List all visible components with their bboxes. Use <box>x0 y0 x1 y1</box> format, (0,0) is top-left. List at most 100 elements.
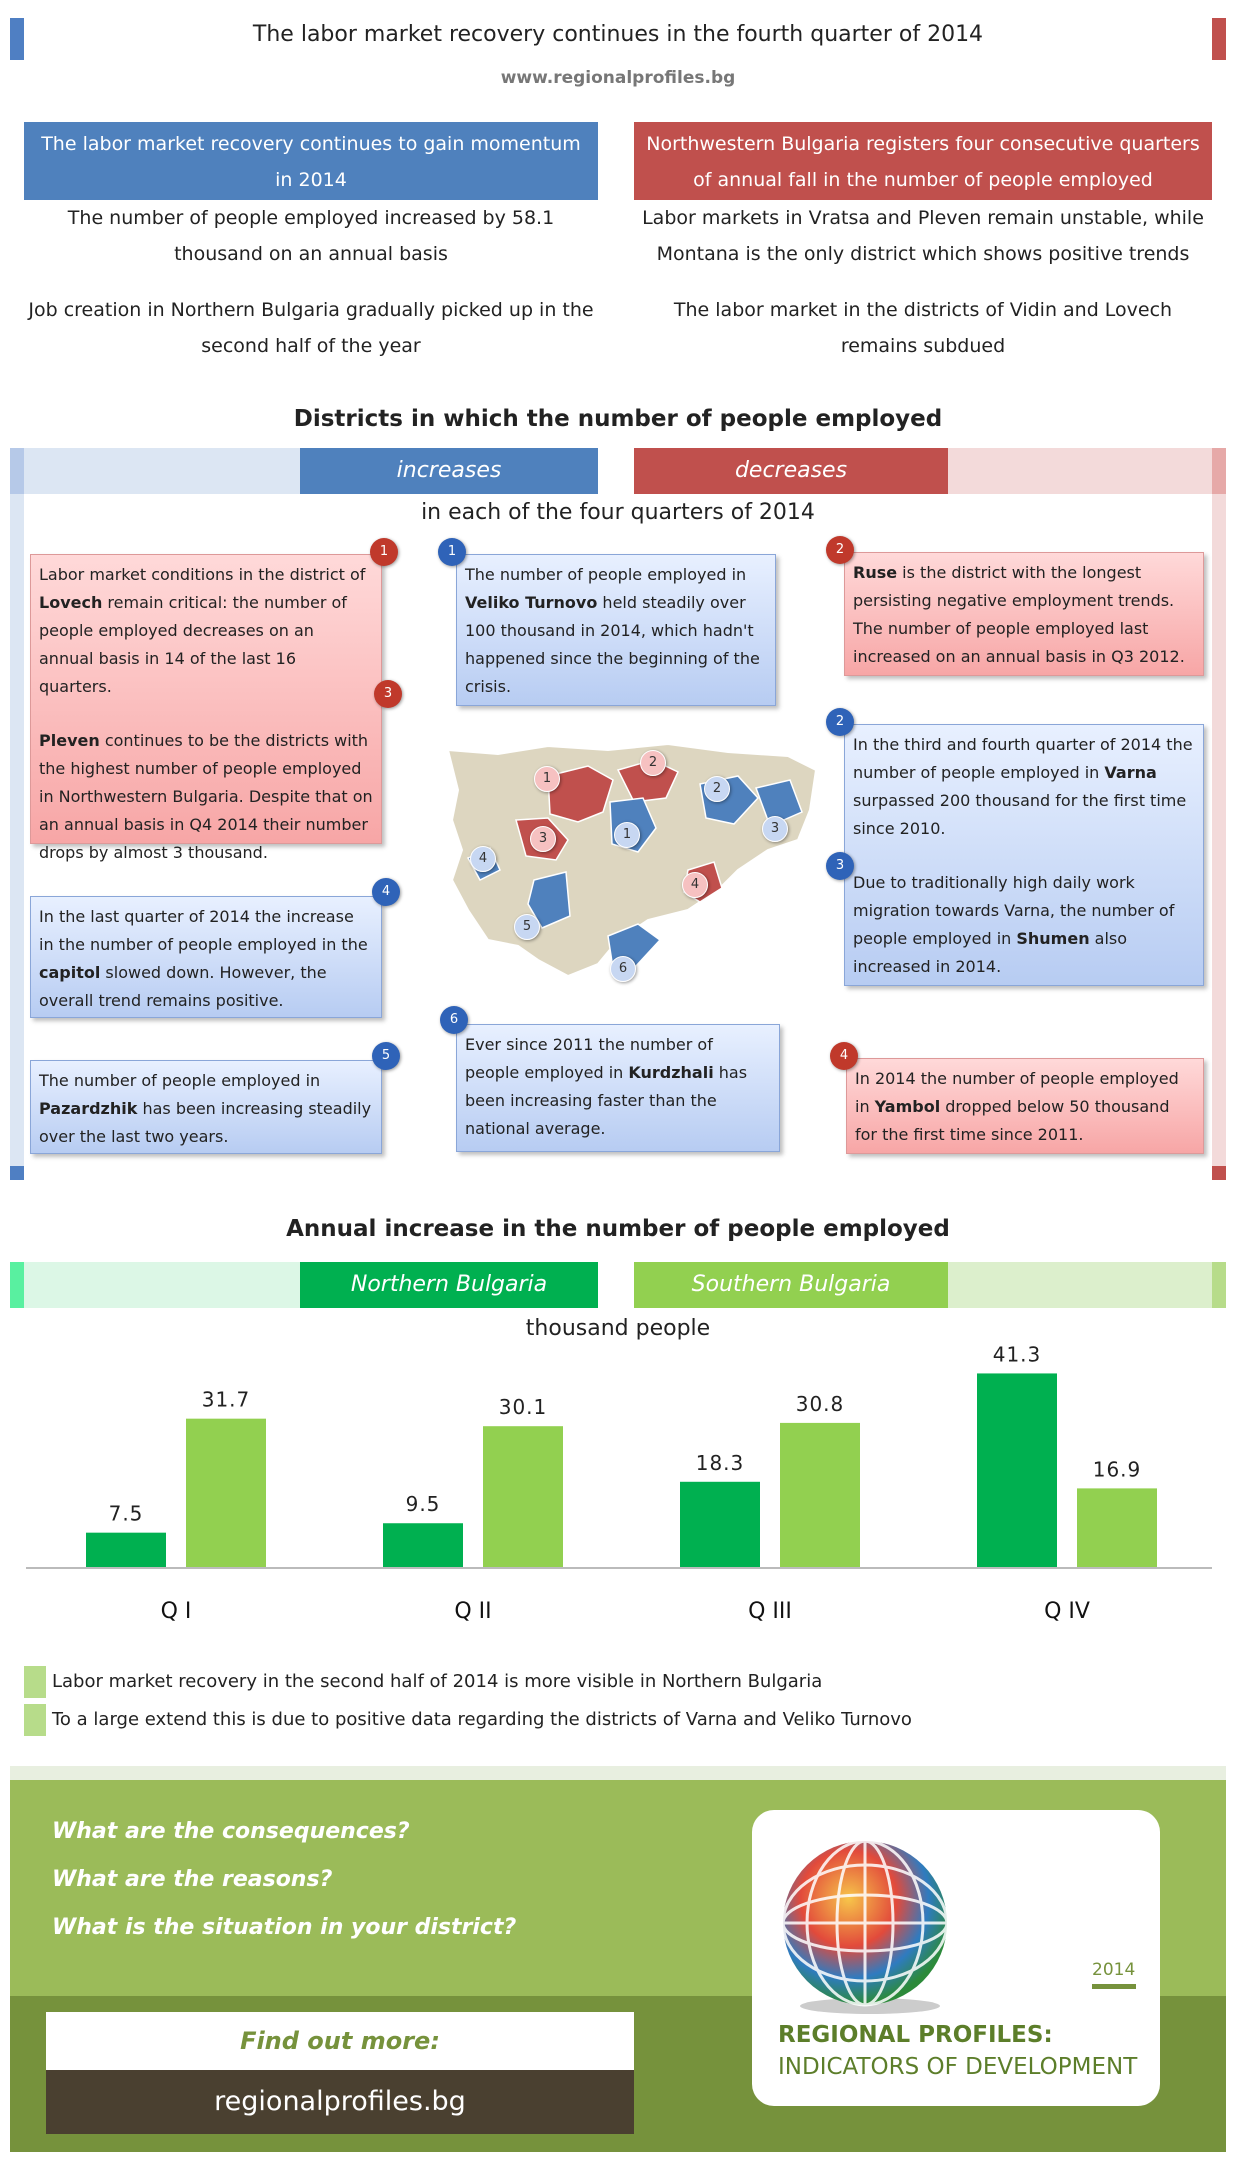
blue-tab-edge <box>10 448 24 494</box>
note-bullet <box>24 1666 46 1698</box>
note-text: To a large extend this is due to positiv… <box>52 1709 912 1730</box>
page-title: The labor market recovery continues in t… <box>252 22 984 47</box>
district-name: Yambol <box>874 1097 941 1116</box>
increases-tab: increases <box>300 448 598 494</box>
district-name: Shumen <box>1016 929 1090 948</box>
category-label: Q II <box>454 1599 491 1624</box>
district-name: Pazardzhik <box>39 1099 138 1118</box>
ruse-card: Ruse is the district with the longest pe… <box>844 552 1204 676</box>
badge-blue: 1 <box>438 538 466 566</box>
header-url[interactable]: www.regionalprofiles.bg <box>500 68 736 88</box>
chart-title: Annual increase in the number of people … <box>286 1216 950 1242</box>
category-label: Q I <box>161 1599 192 1624</box>
bar-chart: 7.5 31.7 Q I 9.5 30.1 Q II 18.3 30.8 Q III 41.3 16… <box>26 1342 1212 1624</box>
data-label: 30.8 <box>796 1392 845 1416</box>
chart-unit-label: thousand people <box>525 1316 711 1341</box>
badge-red: 3 <box>374 680 402 708</box>
logo-card: 2014 REGIONAL PROFILES: INDICATORS OF DE… <box>752 1810 1160 2106</box>
right-summary-point: The labor market in the districts of Vid… <box>673 299 1173 357</box>
south-tab-edge <box>1212 1262 1226 1308</box>
map-badge-blue: 4 <box>470 846 496 872</box>
district-name: Varna <box>1104 763 1157 782</box>
data-label: 9.5 <box>406 1492 441 1516</box>
south-tab-light <box>948 1262 1212 1308</box>
left-summary-banner: The labor market recovery continues to g… <box>24 122 598 200</box>
badge-blue: 5 <box>372 1042 400 1070</box>
bar-north <box>86 1532 166 1568</box>
map-district-pazardzhik <box>527 871 571 929</box>
map-district-kurdzhali <box>607 923 662 967</box>
district-name: Kurdzhali <box>628 1063 714 1082</box>
map-badge-red: 4 <box>682 872 708 898</box>
bar-north <box>977 1373 1057 1568</box>
lovech-pleven-card: Labor market conditions in the district … <box>30 554 382 862</box>
note-text: Labor market recovery in the second half… <box>52 1671 823 1692</box>
bar-south <box>1077 1488 1157 1568</box>
badge-red: 1 <box>370 538 398 566</box>
bar-north <box>680 1481 760 1568</box>
right-summary-point: Labor markets in Vratsa and Pleven remai… <box>642 207 1204 265</box>
district-name: Ruse <box>853 563 898 582</box>
badge-red: 4 <box>830 1042 858 1070</box>
footer-link[interactable]: regionalprofiles.bg <box>46 2070 634 2134</box>
district-name: capitol <box>39 963 101 982</box>
data-label: 30.1 <box>499 1395 548 1419</box>
logo-year-underline <box>1092 1984 1136 1989</box>
red-tab-light <box>948 448 1212 494</box>
capitol-card: In the last quarter of 2014 the increase… <box>30 896 382 1018</box>
data-label: 31.7 <box>202 1388 251 1412</box>
footer-question: What are the reasons? <box>52 1867 333 1892</box>
logo-subtitle: INDICATORS OF DEVELOPMENT <box>778 2054 1138 2080</box>
kurdzhali-card: Ever since 2011 the number of people emp… <box>456 1024 780 1152</box>
category-label: Q IV <box>1044 1599 1090 1624</box>
data-label: 18.3 <box>696 1451 745 1475</box>
footer-question: What is the situation in your district? <box>52 1915 517 1940</box>
right-rail-end <box>1212 1166 1226 1180</box>
badge-blue: 3 <box>826 852 854 880</box>
decreases-tab: decreases <box>634 448 948 494</box>
right-summary-banner: Northwestern Bulgaria registers four con… <box>634 122 1212 200</box>
left-summary-point: Job creation in Northern Bulgaria gradua… <box>28 299 594 357</box>
south-legend-tab: Southern Bulgaria <box>634 1262 948 1308</box>
left-rail-end <box>10 1166 24 1180</box>
north-tab-edge <box>10 1262 24 1308</box>
bar-south <box>483 1426 563 1568</box>
map-badge-red: 2 <box>640 750 666 776</box>
left-side-rail <box>10 494 24 1166</box>
districts-title: Districts in which the number of people … <box>293 406 943 432</box>
map-badge-blue: 3 <box>762 816 788 842</box>
red-tab-edge <box>1212 448 1226 494</box>
map-badge-blue: 1 <box>614 822 640 848</box>
map-badge-blue: 2 <box>704 776 730 802</box>
left-summary-point: The number of people employed increased … <box>67 207 555 265</box>
map-badge-blue: 6 <box>610 956 636 982</box>
footer-question: What are the consequences? <box>52 1819 410 1844</box>
right-side-rail <box>1212 494 1226 1166</box>
bar-south <box>186 1418 266 1568</box>
varna-shumen-card: In the third and fourth quarter of 2014 … <box>844 724 1204 986</box>
district-name: Lovech <box>39 593 103 612</box>
header-left-accent <box>10 18 24 60</box>
north-legend-tab: Northern Bulgaria <box>300 1262 598 1308</box>
find-out-more-label: Find out more: <box>46 2012 634 2070</box>
globe-icon <box>781 1839 949 2014</box>
note-bullet <box>24 1704 46 1736</box>
north-tab-light <box>24 1262 300 1308</box>
footer-top-strip <box>10 1766 1226 1780</box>
logo-year: 2014 <box>1092 1960 1136 1980</box>
district-name: Pleven <box>39 731 100 750</box>
map-badge-blue: 5 <box>514 914 540 940</box>
badge-red: 2 <box>826 536 854 564</box>
badge-blue: 4 <box>372 878 400 906</box>
bar-south <box>780 1422 860 1568</box>
pazardzhik-card: The number of people employed in Pazardz… <box>30 1060 382 1154</box>
data-label: 41.3 <box>993 1342 1042 1366</box>
badge-blue: 2 <box>826 708 854 736</box>
map-district-varna <box>755 779 803 828</box>
bar-north <box>383 1523 463 1568</box>
map-district-lovech <box>547 765 614 823</box>
header-right-accent <box>1212 18 1226 60</box>
districts-subtitle: in each of the four quarters of 2014 <box>421 500 815 525</box>
logo-title: REGIONAL PROFILES: <box>778 2022 1053 2048</box>
data-label: 16.9 <box>1093 1457 1142 1481</box>
